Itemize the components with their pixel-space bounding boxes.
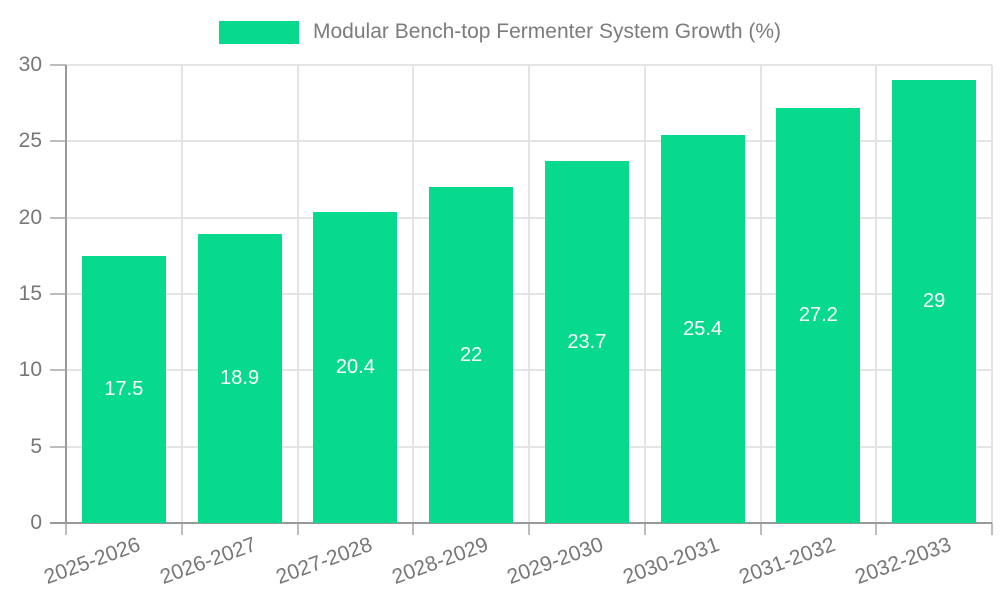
- y-axis-tick: [50, 216, 66, 219]
- legend-label: Modular Bench-top Fermenter System Growt…: [313, 20, 781, 43]
- x-axis-tick: [296, 523, 299, 535]
- bar-value-label: 17.5: [104, 377, 144, 400]
- bar: 25.4: [660, 135, 745, 523]
- x-axis-tick: [643, 523, 646, 535]
- x-axis-tick: [412, 523, 415, 535]
- x-axis-tick: [875, 523, 878, 535]
- y-axis-tick-label: 25: [18, 129, 42, 153]
- x-axis-category-label: 2032-2033: [851, 533, 954, 589]
- bar-value-label: 23.7: [567, 330, 607, 353]
- x-axis-category-label: 2031-2032: [735, 533, 839, 589]
- x-gridline: [875, 65, 878, 523]
- bar: 18.9: [197, 234, 282, 523]
- x-axis-category-label: 2027-2028: [272, 533, 376, 589]
- bar: 20.4: [313, 211, 398, 523]
- x-axis-category-label: 2026-2027: [157, 533, 260, 589]
- x-gridline: [296, 65, 299, 523]
- legend-swatch: [219, 20, 299, 44]
- x-axis-category-label: 2029-2030: [504, 533, 607, 589]
- y-axis-tick: [50, 64, 66, 66]
- x-axis-line: [50, 522, 992, 524]
- x-axis-category-label: 2030-2031: [620, 533, 723, 589]
- y-axis-tick-label: 10: [18, 358, 42, 382]
- bar-value-label: 27.2: [798, 303, 838, 326]
- x-axis-tick: [180, 523, 183, 535]
- bar-value-label: 20.4: [335, 355, 375, 378]
- bar: 23.7: [544, 161, 629, 523]
- x-axis-tick: [65, 523, 67, 535]
- x-gridline: [759, 65, 762, 523]
- x-axis-category-label: 2028-2029: [388, 533, 491, 589]
- x-axis-category-label: 2025-2026: [41, 533, 144, 589]
- y-axis-tick-label: 5: [30, 434, 42, 458]
- y-axis-line: [65, 65, 67, 524]
- x-gridline: [991, 65, 993, 523]
- bar-value-label: 29: [923, 290, 946, 313]
- bar: 22: [429, 187, 514, 523]
- x-gridline: [180, 65, 183, 523]
- y-axis-tick: [50, 140, 66, 143]
- x-axis-tick: [528, 523, 530, 535]
- bar-value-label: 25.4: [683, 317, 723, 340]
- y-axis-tick-label: 0: [30, 511, 42, 534]
- x-gridline: [412, 65, 415, 523]
- bar-value-label: 18.9: [220, 367, 260, 390]
- x-axis-tick: [759, 523, 762, 535]
- bar: 27.2: [776, 107, 861, 523]
- y-axis-tick-label: 20: [18, 205, 42, 229]
- y-axis-tick: [50, 445, 66, 448]
- y-axis-tick-label: 30: [18, 53, 42, 76]
- x-gridline: [528, 65, 530, 523]
- legend-item[interactable]: Modular Bench-top Fermenter System Growt…: [0, 20, 1000, 44]
- y-axis-tick: [50, 293, 66, 295]
- y-axis-tick-label: 15: [18, 282, 42, 305]
- bar: 17.5: [81, 255, 166, 523]
- bar-value-label: 22: [460, 343, 483, 366]
- x-axis-tick: [991, 523, 993, 535]
- x-gridline: [643, 65, 646, 523]
- bar: 29: [892, 80, 977, 523]
- y-axis-tick: [50, 369, 66, 372]
